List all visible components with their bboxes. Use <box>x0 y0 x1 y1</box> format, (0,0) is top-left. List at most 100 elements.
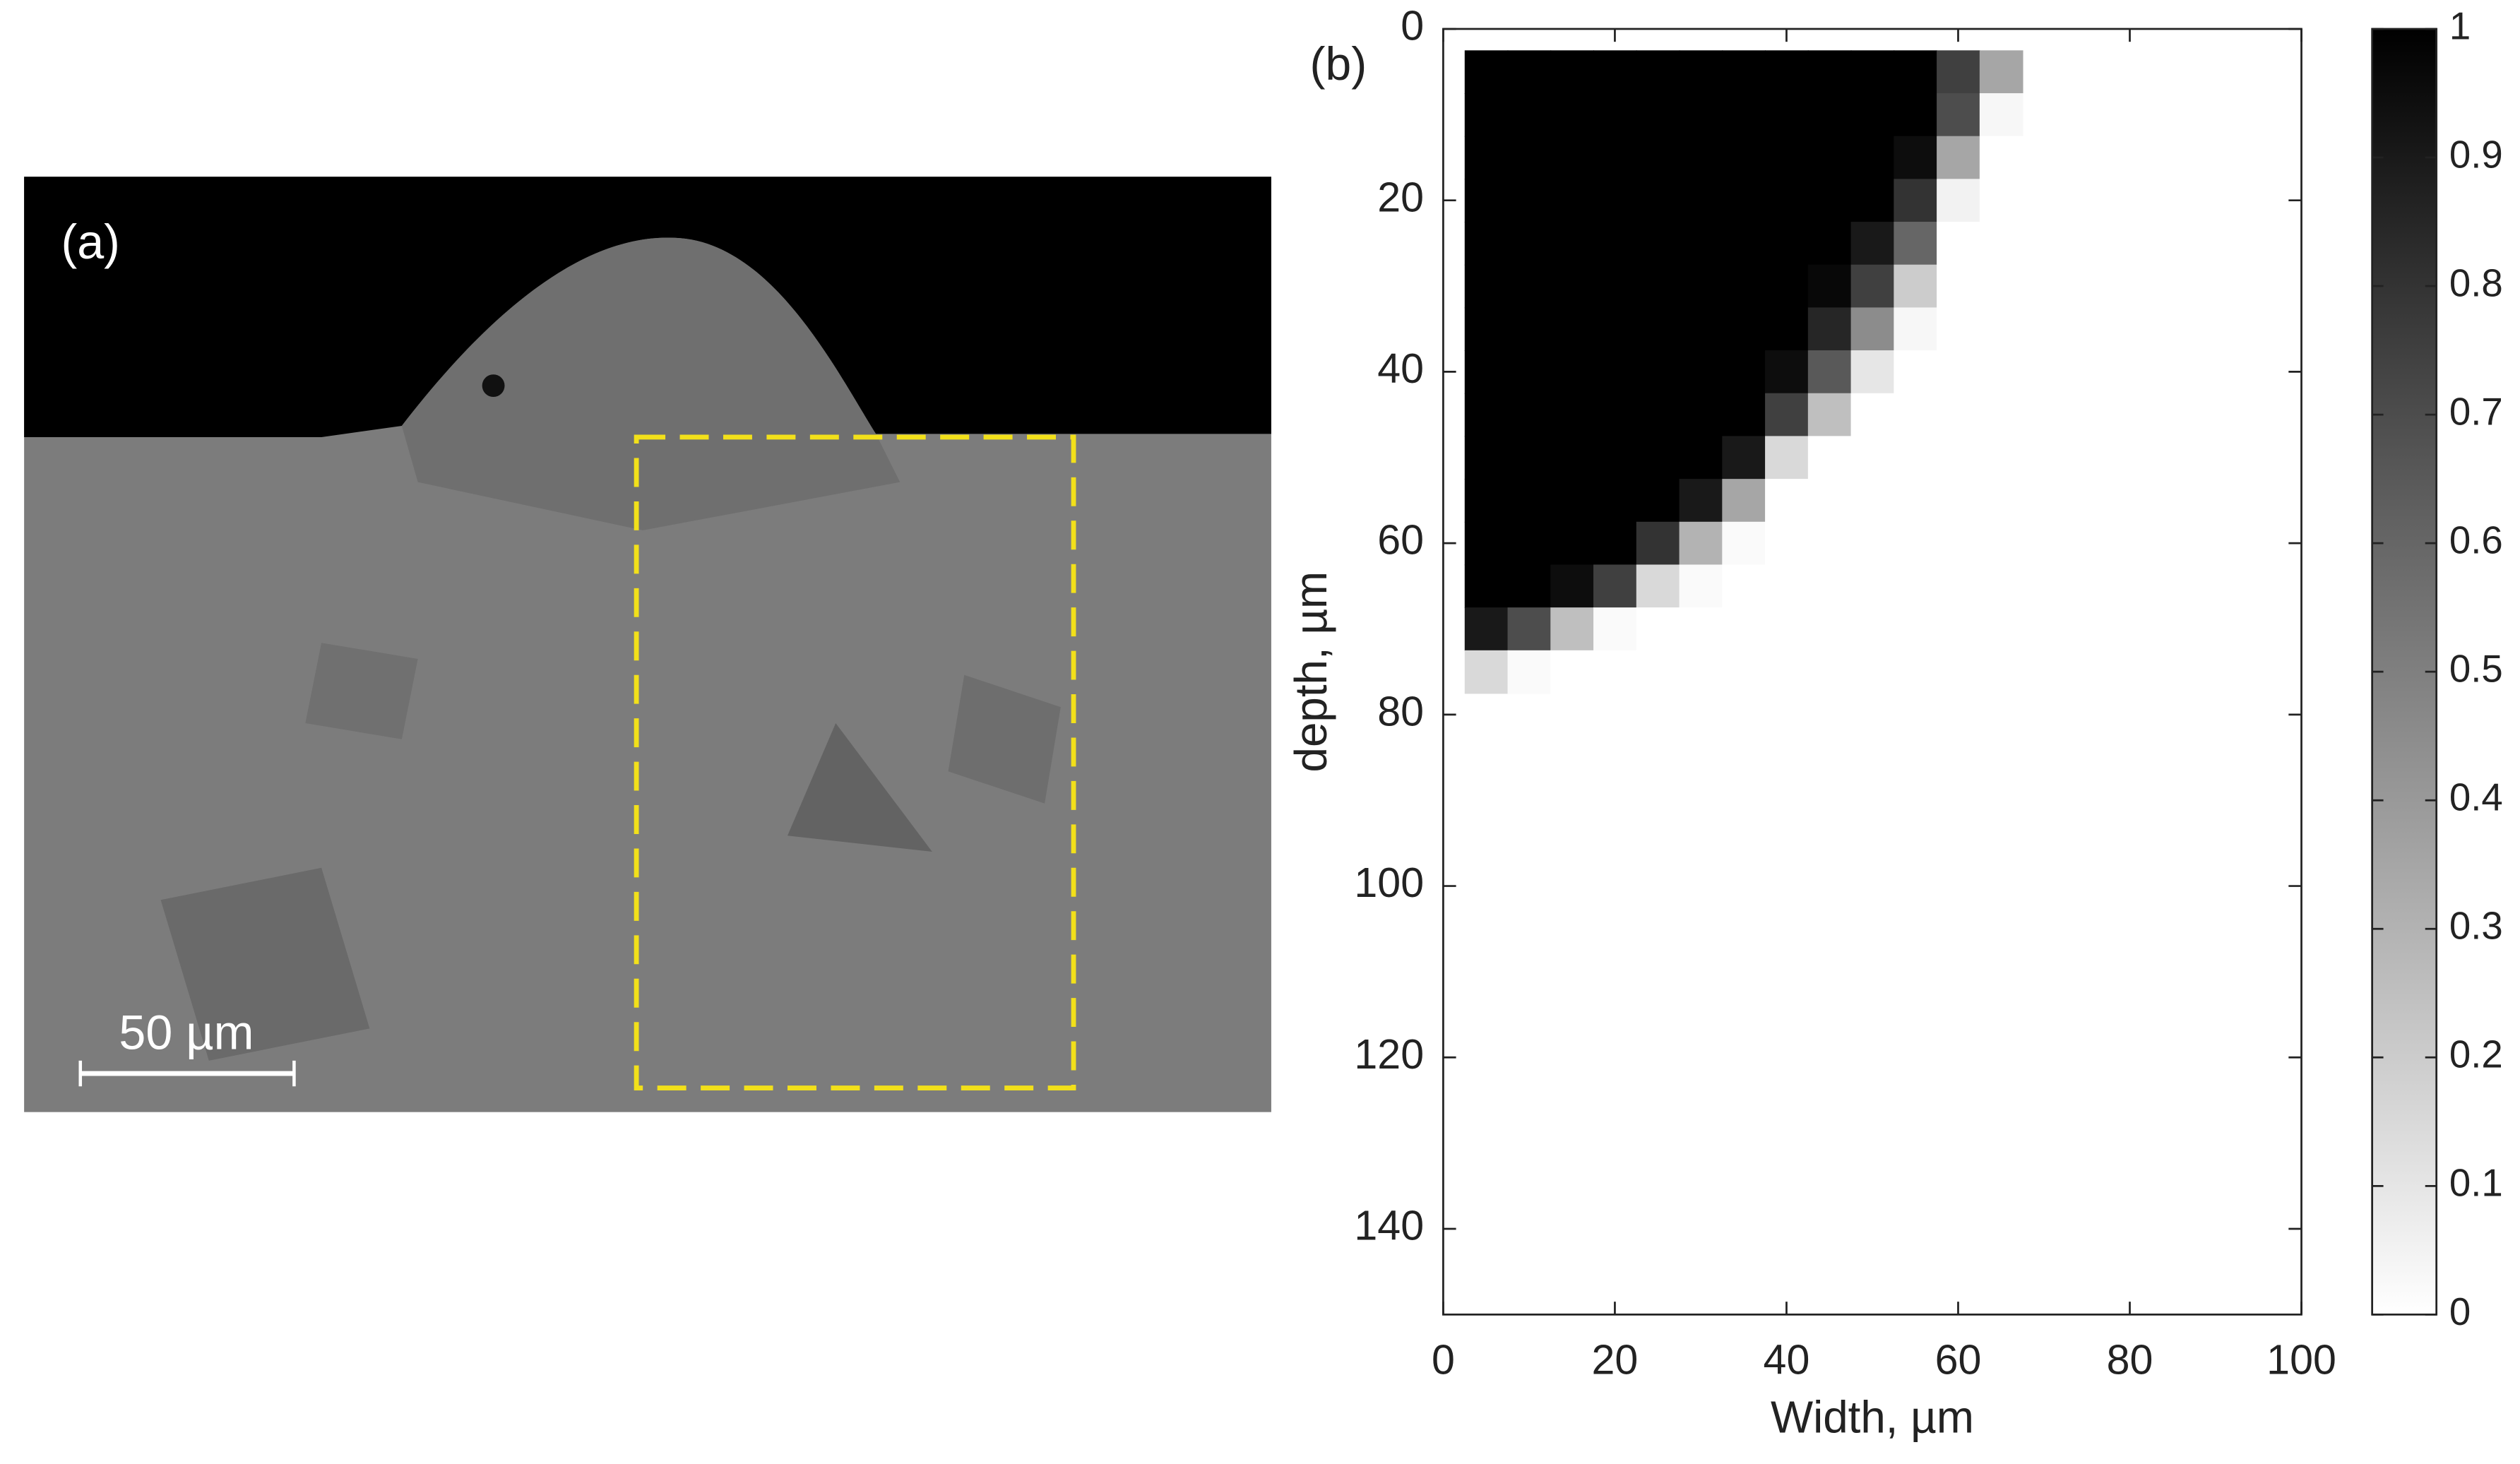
heatmap-cell <box>1850 436 1895 480</box>
heatmap-cell <box>1507 179 1552 222</box>
heatmap-cell <box>1507 93 1552 137</box>
colorbar-tick-label: 0 <box>2449 1290 2471 1333</box>
y-tick-label: 40 <box>1377 345 1424 392</box>
heatmap-cell <box>1894 307 1938 351</box>
colorbar-tick-label: 0.9 <box>2449 133 2503 176</box>
heatmap-cell <box>1593 436 1637 480</box>
x-tick-label: 0 <box>1432 1335 1455 1383</box>
y-tick-label: 120 <box>1354 1030 1424 1078</box>
deposit <box>401 237 901 530</box>
heatmap-cell <box>1850 307 1895 351</box>
heatmap-cell <box>1894 264 1938 309</box>
colorbar-tick-label: 0.3 <box>2449 905 2503 948</box>
heatmap-cell <box>1894 564 1938 609</box>
heatmap-cell <box>1979 50 2023 94</box>
plot-frame <box>1442 28 2302 1316</box>
heatmap-cell <box>1979 393 2023 437</box>
heatmap-cell <box>1550 350 1594 394</box>
colorbar-tick-label: 0.6 <box>2449 519 2503 562</box>
heatmap-cell <box>1807 436 1852 480</box>
heatmap-cell <box>1636 436 1680 480</box>
x-tick-label: 60 <box>1935 1335 1982 1383</box>
heatmap-cell <box>1679 264 1723 309</box>
heatmap-cell <box>1765 179 1809 222</box>
heatmap-cell <box>1636 479 1680 523</box>
heatmap-cell <box>1722 50 1766 94</box>
heatmap-cell <box>1464 393 1509 437</box>
heatmap-cell <box>1807 307 1852 351</box>
panel-label: (a) <box>61 215 119 269</box>
heatmap-cell <box>1979 479 2023 523</box>
x-tick-label: 100 <box>2266 1335 2336 1383</box>
heatmap-cell <box>1937 307 1980 351</box>
heatmap-cell <box>1850 179 1895 222</box>
heatmap-cell <box>1507 564 1552 609</box>
heatmap-cell <box>1807 393 1852 437</box>
heatmap-cell <box>1850 393 1895 437</box>
heatmap-cell <box>1636 350 1680 394</box>
heatmap-cell <box>1722 222 1766 266</box>
heatmap-cell <box>1507 50 1552 94</box>
heatmap-cell <box>1636 136 1680 180</box>
heatmap-cell <box>1937 222 1980 266</box>
heatmap-cell <box>1636 607 1680 651</box>
heatmap-cell <box>1464 50 1509 94</box>
heatmap-cell <box>1507 650 1552 694</box>
heatmap-cell <box>1550 307 1594 351</box>
heatmap-cell <box>1507 436 1552 480</box>
heatmap-cell <box>1765 50 1809 94</box>
heatmap-cell <box>1894 350 1938 394</box>
heatmap-cell <box>1593 222 1637 266</box>
heatmap-cell <box>1722 307 1766 351</box>
heatmap-cell <box>1550 650 1594 694</box>
plot: 0 20 40 60 80 100 0 20 40 60 80 100 120 140 0 0.1 0.2 0.3… <box>1354 2 2502 1383</box>
heatmap-cell <box>1593 479 1637 523</box>
heatmap-cell <box>1636 564 1680 609</box>
heatmap-cell <box>1593 93 1637 137</box>
heatmap-cell <box>1464 93 1509 137</box>
heatmap-cell <box>1593 521 1637 566</box>
panel-label: (b) <box>1310 37 1367 90</box>
heatmap-cell <box>1937 350 1980 394</box>
heatmap-cell <box>1593 136 1637 180</box>
heatmap-cell <box>1550 521 1594 566</box>
heatmap-cell <box>1765 564 1809 609</box>
heatmap-cell <box>1464 136 1509 180</box>
heatmap-cell <box>1937 564 1980 609</box>
heatmap-cell <box>1679 521 1723 566</box>
heatmap-cell <box>1765 393 1809 437</box>
heatmap-cell <box>1722 350 1766 394</box>
heatmap-cell <box>1807 136 1852 180</box>
heatmap-cell <box>1636 50 1680 94</box>
heatmap-cell <box>1593 607 1637 651</box>
micrograph-background <box>24 177 1271 437</box>
heatmap-cell <box>1850 350 1895 394</box>
heatmap-cell <box>1550 222 1594 266</box>
grain <box>948 674 1061 804</box>
heatmap-cell <box>1894 136 1938 180</box>
heatmap-cell <box>1464 179 1509 222</box>
heatmap-cell <box>1937 393 1980 437</box>
heatmap-cell <box>1807 521 1852 566</box>
heatmap-cell <box>1765 222 1809 266</box>
heatmap-cell <box>1979 350 2023 394</box>
heatmap-cell <box>1507 521 1552 566</box>
colorbar-tick-label: 0.4 <box>2449 776 2503 819</box>
heatmap-cell <box>1722 607 1766 651</box>
heatmap-cell <box>1765 436 1809 480</box>
grain <box>160 867 370 1061</box>
heatmap-cell <box>1894 479 1938 523</box>
heatmap-cell <box>1807 179 1852 222</box>
heatmap-cell <box>1679 50 1723 94</box>
heatmap-cell <box>1550 50 1594 94</box>
heatmap-cell <box>1679 93 1723 137</box>
colorbar-tick-label: 0.2 <box>2449 1033 2503 1076</box>
heatmap-cell <box>1765 479 1809 523</box>
heatmap-cell <box>1807 479 1852 523</box>
heatmap-cell <box>1464 307 1509 351</box>
roi-box <box>634 434 1076 1090</box>
heatmap-cell <box>1636 222 1680 266</box>
y-tick-label: 100 <box>1354 859 1424 906</box>
x-tick-label: 20 <box>1592 1335 1639 1383</box>
heatmap-cell <box>1765 264 1809 309</box>
